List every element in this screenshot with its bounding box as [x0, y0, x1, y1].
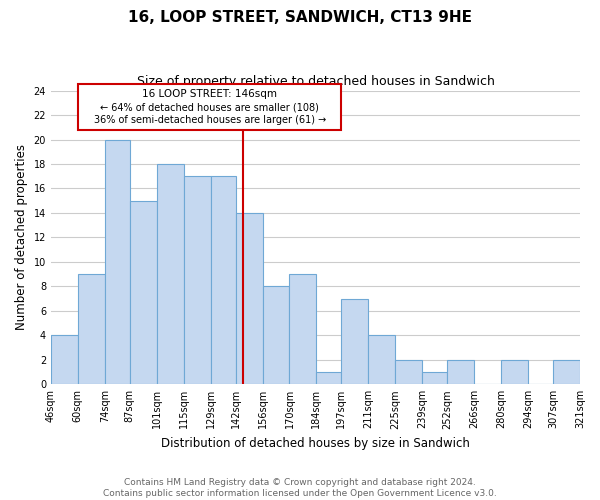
Bar	[289, 274, 316, 384]
Bar	[501, 360, 528, 384]
Title: Size of property relative to detached houses in Sandwich: Size of property relative to detached ho…	[137, 75, 494, 88]
Bar	[263, 286, 289, 384]
Bar	[211, 176, 236, 384]
Text: Contains HM Land Registry data © Crown copyright and database right 2024.
Contai: Contains HM Land Registry data © Crown c…	[103, 478, 497, 498]
Bar	[341, 298, 368, 384]
Bar	[51, 336, 78, 384]
Text: 16 LOOP STREET: 146sqm: 16 LOOP STREET: 146sqm	[142, 90, 277, 100]
Bar	[157, 164, 184, 384]
Bar	[422, 372, 447, 384]
Text: ← 64% of detached houses are smaller (108): ← 64% of detached houses are smaller (10…	[100, 102, 319, 112]
X-axis label: Distribution of detached houses by size in Sandwich: Distribution of detached houses by size …	[161, 437, 470, 450]
Bar	[316, 372, 341, 384]
Bar	[78, 84, 341, 130]
Bar	[130, 200, 157, 384]
Bar	[395, 360, 422, 384]
Text: 36% of semi-detached houses are larger (61) →: 36% of semi-detached houses are larger (…	[94, 115, 326, 125]
Bar	[553, 360, 580, 384]
Bar	[78, 274, 105, 384]
Bar	[368, 336, 395, 384]
Bar	[236, 213, 263, 384]
Bar	[447, 360, 474, 384]
Y-axis label: Number of detached properties: Number of detached properties	[15, 144, 28, 330]
Bar	[184, 176, 211, 384]
Text: 16, LOOP STREET, SANDWICH, CT13 9HE: 16, LOOP STREET, SANDWICH, CT13 9HE	[128, 10, 472, 25]
Bar	[105, 140, 130, 384]
